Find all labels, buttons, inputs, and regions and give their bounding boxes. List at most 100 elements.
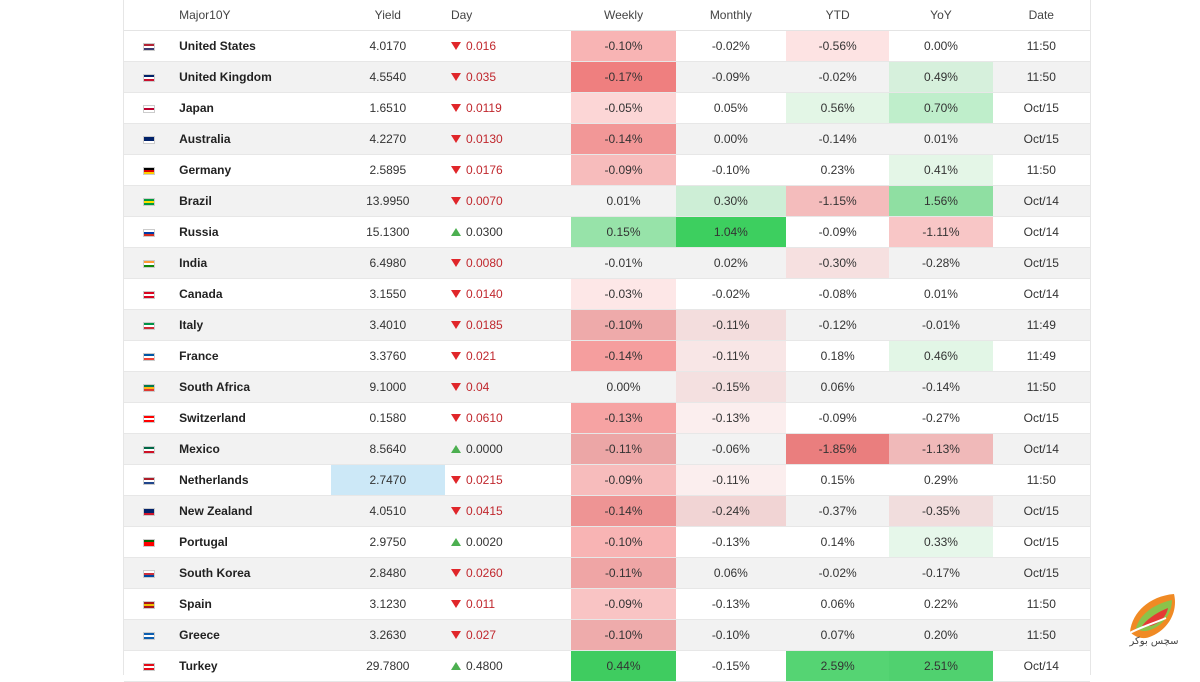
update-date: Oct/14 bbox=[992, 216, 1090, 248]
table-row[interactable]: India 6.4980 0.0080 -0.01% 0.02% -0.30% -0.28%… bbox=[124, 247, 1090, 279]
column-header-weekly[interactable]: Weekly bbox=[571, 0, 676, 31]
day-change-value: 0.021 bbox=[465, 349, 496, 363]
country-name[interactable]: New Zealand bbox=[173, 495, 331, 527]
day-change-value: 0.0080 bbox=[465, 256, 503, 270]
country-name[interactable]: Switzerland bbox=[173, 402, 331, 434]
country-name[interactable]: India bbox=[173, 247, 331, 279]
table-row[interactable]: Mexico 8.5640 0.0000 -0.11% -0.06% -1.85% -1.1… bbox=[124, 433, 1090, 465]
table-row[interactable]: Switzerland 0.1580 0.0610 -0.13% -0.13% -0.09… bbox=[124, 402, 1090, 434]
column-header-yoy[interactable]: YoY bbox=[889, 0, 993, 31]
country-flag-icon bbox=[142, 507, 155, 516]
country-name[interactable]: Italy bbox=[173, 309, 331, 341]
country-flag-cell bbox=[124, 216, 174, 248]
yield-value: 15.1300 bbox=[330, 216, 445, 248]
table-row[interactable]: New Zealand 4.0510 0.0415 -0.14% -0.24% -0.37… bbox=[124, 495, 1090, 527]
update-date: 11:49 bbox=[992, 340, 1090, 372]
yoy-change: 0.46% bbox=[889, 340, 993, 372]
table-row[interactable]: Australia 4.2270 0.0130 -0.14% 0.00% -0.14% 0.… bbox=[124, 123, 1090, 155]
country-flag-icon bbox=[142, 662, 155, 671]
table-row[interactable]: United Kingdom 4.5540 0.035 -0.17% -0.09% -0.… bbox=[124, 61, 1090, 93]
country-name[interactable]: Netherlands bbox=[173, 464, 331, 496]
column-header-date[interactable]: Date bbox=[992, 0, 1090, 31]
yoy-change: -0.14% bbox=[889, 371, 993, 403]
column-header-monthly[interactable]: Monthly bbox=[675, 0, 786, 31]
country-name[interactable]: Russia bbox=[173, 216, 331, 248]
country-name[interactable]: United Kingdom bbox=[173, 61, 331, 93]
table-row[interactable]: Brazil 13.9950 0.0070 0.01% 0.30% -1.15% 1.56%… bbox=[124, 185, 1090, 217]
day-change-value: 0.0300 bbox=[465, 225, 503, 239]
country-name[interactable]: South Korea bbox=[173, 557, 331, 589]
day-change: 0.035 bbox=[444, 61, 572, 93]
country-name[interactable]: Japan bbox=[173, 92, 331, 124]
country-flag-icon bbox=[142, 135, 155, 144]
bond-yields-table: Major10Y Yield Day Weekly Monthly YTD Yo… bbox=[124, 0, 1090, 682]
day-change-value: 0.035 bbox=[465, 70, 496, 84]
day-change-value: 0.0176 bbox=[465, 163, 503, 177]
flag-column-header bbox=[124, 0, 174, 31]
country-flag-icon bbox=[142, 321, 155, 330]
weekly-change: -0.10% bbox=[571, 30, 676, 62]
country-flag-icon bbox=[142, 42, 155, 51]
table-row[interactable]: Netherlands 2.7470 0.0215 -0.09% -0.11% 0.15%… bbox=[124, 464, 1090, 496]
table-row[interactable]: Turkey 29.7800 0.4800 0.44% -0.15% 2.59% 2.51%… bbox=[124, 650, 1090, 682]
table-row[interactable]: Canada 3.1550 0.0140 -0.03% -0.02% -0.08% 0.01… bbox=[124, 278, 1090, 310]
country-name[interactable]: Australia bbox=[173, 123, 331, 155]
table-row[interactable]: South Korea 2.8480 0.0260 -0.11% 0.06% -0.02%… bbox=[124, 557, 1090, 589]
ytd-change: -1.15% bbox=[786, 185, 890, 217]
yoy-change: 0.29% bbox=[889, 464, 993, 496]
monthly-change: -0.24% bbox=[675, 495, 786, 527]
table-row[interactable]: Russia 15.1300 0.0300 0.15% 1.04% -0.09% -1.11… bbox=[124, 216, 1090, 248]
yoy-change: 0.70% bbox=[889, 92, 993, 124]
country-name[interactable]: Portugal bbox=[173, 526, 331, 558]
country-name[interactable]: Greece bbox=[173, 619, 331, 651]
down-arrow-icon bbox=[450, 599, 461, 608]
ytd-change: -0.12% bbox=[786, 309, 890, 341]
down-arrow-icon bbox=[450, 165, 461, 174]
country-name[interactable]: Mexico bbox=[173, 433, 331, 465]
table-row[interactable]: Italy 3.4010 0.0185 -0.10% -0.11% -0.12% -0.01… bbox=[124, 309, 1090, 341]
weekly-change: -0.10% bbox=[571, 619, 676, 651]
country-name[interactable]: Germany bbox=[173, 154, 331, 186]
country-name[interactable]: Canada bbox=[173, 278, 331, 310]
country-name[interactable]: Spain bbox=[173, 588, 331, 620]
yield-value: 6.4980 bbox=[330, 247, 445, 279]
country-name[interactable]: United States bbox=[173, 30, 331, 62]
yield-value: 4.0510 bbox=[330, 495, 445, 527]
table-row[interactable]: Japan 1.6510 0.0119 -0.05% 0.05% 0.56% 0.70% Oc… bbox=[124, 92, 1090, 124]
down-arrow-icon bbox=[450, 289, 461, 298]
country-name[interactable]: Brazil bbox=[173, 185, 331, 217]
column-header-day[interactable]: Day bbox=[444, 0, 572, 31]
yoy-change: -0.17% bbox=[889, 557, 993, 589]
country-flag-icon bbox=[142, 104, 155, 113]
country-name[interactable]: France bbox=[173, 340, 331, 372]
update-date: Oct/15 bbox=[992, 123, 1090, 155]
yield-value: 13.9950 bbox=[330, 185, 445, 217]
yoy-change: -1.11% bbox=[889, 216, 993, 248]
monthly-change: -0.11% bbox=[675, 309, 786, 341]
yield-value: 3.1550 bbox=[330, 278, 445, 310]
day-change-value: 0.0070 bbox=[465, 194, 503, 208]
weekly-change: -0.10% bbox=[571, 309, 676, 341]
country-name[interactable]: Turkey bbox=[173, 650, 331, 682]
country-flag-icon bbox=[142, 352, 155, 361]
column-header-yield[interactable]: Yield bbox=[330, 0, 445, 31]
country-name[interactable]: South Africa bbox=[173, 371, 331, 403]
country-flag-cell bbox=[124, 154, 174, 186]
column-header-ytd[interactable]: YTD bbox=[786, 0, 890, 31]
day-change-value: 0.011 bbox=[465, 597, 496, 611]
country-flag-icon bbox=[142, 228, 155, 237]
weekly-change: 0.15% bbox=[571, 216, 676, 248]
day-change-value: 0.0185 bbox=[465, 318, 503, 332]
column-header-major10y[interactable]: Major10Y bbox=[173, 0, 331, 31]
table-row[interactable]: United States 4.0170 0.016 -0.10% -0.02% -0.5… bbox=[124, 30, 1090, 62]
up-arrow-icon bbox=[450, 444, 461, 453]
table-row[interactable]: Germany 2.5895 0.0176 -0.09% -0.10% 0.23% 0.41… bbox=[124, 154, 1090, 186]
yoy-change: 0.20% bbox=[889, 619, 993, 651]
table-row[interactable]: Greece 3.2630 0.027 -0.10% -0.10% 0.07% 0.20% 1… bbox=[124, 619, 1090, 651]
table-row[interactable]: Portugal 2.9750 0.0020 -0.10% -0.13% 0.14% 0.3… bbox=[124, 526, 1090, 558]
country-flag-cell bbox=[124, 619, 174, 651]
table-row[interactable]: Spain 3.1230 0.011 -0.09% -0.13% 0.06% 0.22% 11… bbox=[124, 588, 1090, 620]
table-row[interactable]: France 3.3760 0.021 -0.14% -0.11% 0.18% 0.46% 1… bbox=[124, 340, 1090, 372]
table-row[interactable]: South Africa 9.1000 0.04 0.00% -0.15% 0.06% -0… bbox=[124, 371, 1090, 403]
day-change-value: 0.04 bbox=[465, 380, 490, 394]
